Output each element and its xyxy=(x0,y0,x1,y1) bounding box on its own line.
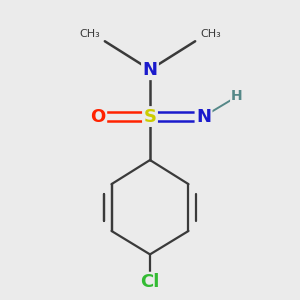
Text: O: O xyxy=(91,107,106,125)
Text: Cl: Cl xyxy=(140,273,160,291)
Text: H: H xyxy=(231,89,243,103)
Text: CH₃: CH₃ xyxy=(79,28,100,39)
Text: CH₃: CH₃ xyxy=(200,28,221,39)
Text: S: S xyxy=(143,107,157,125)
Text: N: N xyxy=(142,61,158,79)
Text: N: N xyxy=(196,107,211,125)
